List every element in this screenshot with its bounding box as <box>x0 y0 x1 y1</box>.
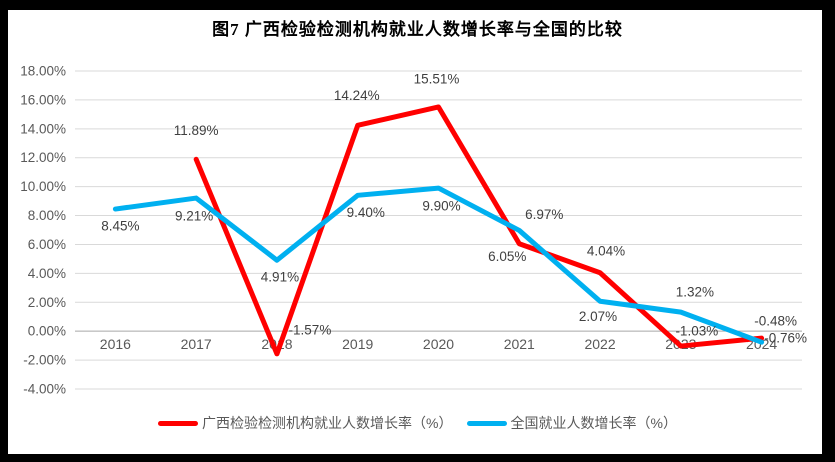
data-label: 9.40% <box>347 205 385 220</box>
data-label: 14.24% <box>334 88 380 103</box>
data-label: 4.04% <box>587 243 625 258</box>
y-axis-tick-label: 16.00% <box>20 92 66 107</box>
data-label: 11.89% <box>174 123 219 138</box>
x-axis-category-label: 2019 <box>342 336 373 352</box>
data-label: 6.97% <box>525 207 563 222</box>
x-axis-category-label: 2016 <box>100 336 131 352</box>
y-axis-tick-label: 18.00% <box>20 64 66 79</box>
legend-label: 广西检验检测机构就业人数增长率（%） <box>202 415 453 431</box>
x-axis-category-label: 2017 <box>181 336 212 352</box>
y-axis-tick-label: 12.00% <box>20 150 66 165</box>
data-label: -0.48% <box>754 314 797 329</box>
data-label: 1.32% <box>676 285 714 300</box>
data-label: 15.51% <box>414 71 460 86</box>
x-axis-category-label: 2020 <box>423 336 454 352</box>
y-axis-tick-label: 8.00% <box>28 208 66 223</box>
data-label: 6.05% <box>488 249 526 264</box>
series-line-1 <box>112 185 765 345</box>
data-label: 8.45% <box>101 219 139 234</box>
legend-line-swatch-icon <box>466 420 507 426</box>
legend-item-0: 广西检验检测机构就业人数增长率（%） <box>158 413 453 433</box>
data-label: -1.57% <box>289 322 332 337</box>
y-axis-tick-label: 14.00% <box>20 121 66 136</box>
data-label: 2.07% <box>579 309 617 324</box>
x-axis-category-label: 2022 <box>584 336 615 352</box>
y-axis-tick-label: 10.00% <box>20 179 66 194</box>
data-label: 9.90% <box>422 199 460 214</box>
y-axis-tick-label: 4.00% <box>28 266 66 281</box>
legend-label: 全国就业人数增长率（%） <box>510 415 677 431</box>
chart-title: 图7 广西检验检测机构就业人数增长率与全国的比较 <box>212 20 623 39</box>
data-label: 4.91% <box>261 270 299 285</box>
x-axis-category-label: 2021 <box>504 336 535 352</box>
data-label: 9.21% <box>175 209 213 224</box>
data-label: -1.03% <box>675 324 718 339</box>
y-axis-tick-label: -2.00% <box>23 353 66 368</box>
y-axis-tick-label: -4.00% <box>23 382 66 397</box>
legend-line-swatch-icon <box>158 420 199 426</box>
legend-item-1: 全国就业人数增长率（%） <box>466 413 677 433</box>
y-axis-tick-label: 0.00% <box>28 324 66 339</box>
chart-legend: 广西检验检测机构就业人数增长率（%） 全国就业人数增长率（%） <box>0 412 835 434</box>
y-axis-tick-label: 2.00% <box>28 295 66 310</box>
series-line-0 <box>193 104 765 357</box>
y-axis-tick-label: 6.00% <box>28 237 66 252</box>
data-label: -0.76% <box>764 331 807 346</box>
